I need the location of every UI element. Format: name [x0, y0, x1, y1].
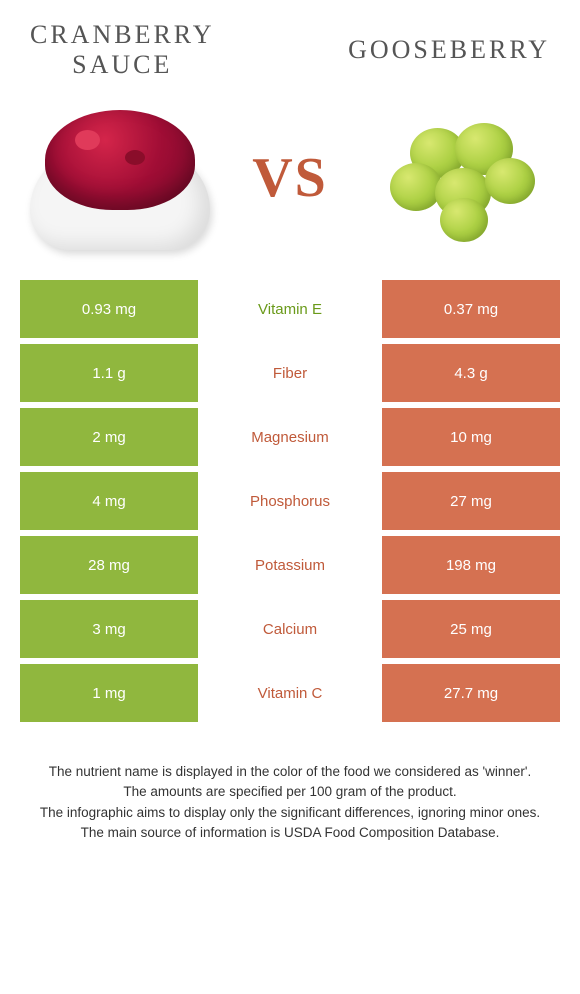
right-value: 0.37 mg [382, 280, 560, 338]
nutrient-label: Vitamin C [198, 664, 382, 722]
right-value: 10 mg [382, 408, 560, 466]
left-value: 2 mg [20, 408, 198, 466]
infographic-container: CRANBERRY SAUCE GOOSEBERRY VS 0.93 mgVit… [0, 0, 580, 863]
table-row: 0.93 mgVitamin E0.37 mg [20, 280, 560, 338]
footer-notes: The nutrient name is displayed in the co… [10, 762, 570, 843]
table-row: 28 mgPotassium198 mg [20, 536, 560, 594]
left-value: 1.1 g [20, 344, 198, 402]
gooseberry-image [360, 95, 560, 260]
table-row: 4 mgPhosphorus27 mg [20, 472, 560, 530]
left-value: 3 mg [20, 600, 198, 658]
table-row: 2 mgMagnesium10 mg [20, 408, 560, 466]
nutrient-label: Calcium [198, 600, 382, 658]
header-row: CRANBERRY SAUCE GOOSEBERRY [10, 20, 570, 80]
table-row: 1.1 gFiber4.3 g [20, 344, 560, 402]
right-value: 27.7 mg [382, 664, 560, 722]
cranberry-image [20, 95, 220, 260]
images-row: VS [10, 95, 570, 260]
title-left: CRANBERRY SAUCE [30, 20, 215, 80]
nutrient-label: Phosphorus [198, 472, 382, 530]
right-value: 27 mg [382, 472, 560, 530]
nutrient-table: 0.93 mgVitamin E0.37 mg 1.1 gFiber4.3 g 2 … [20, 280, 560, 722]
vs-label: VS [252, 146, 328, 210]
right-value: 4.3 g [382, 344, 560, 402]
table-row: 3 mgCalcium25 mg [20, 600, 560, 658]
title-right: GOOSEBERRY [348, 35, 550, 65]
nutrient-label: Magnesium [198, 408, 382, 466]
footer-line: The main source of information is USDA F… [30, 823, 550, 843]
left-value: 0.93 mg [20, 280, 198, 338]
footer-line: The nutrient name is displayed in the co… [30, 762, 550, 782]
nutrient-label: Potassium [198, 536, 382, 594]
footer-line: The amounts are specified per 100 gram o… [30, 782, 550, 802]
left-value: 4 mg [20, 472, 198, 530]
right-value: 198 mg [382, 536, 560, 594]
left-value: 1 mg [20, 664, 198, 722]
nutrient-label: Vitamin E [198, 280, 382, 338]
footer-line: The infographic aims to display only the… [30, 803, 550, 823]
right-value: 25 mg [382, 600, 560, 658]
left-value: 28 mg [20, 536, 198, 594]
nutrient-label: Fiber [198, 344, 382, 402]
table-row: 1 mgVitamin C27.7 mg [20, 664, 560, 722]
